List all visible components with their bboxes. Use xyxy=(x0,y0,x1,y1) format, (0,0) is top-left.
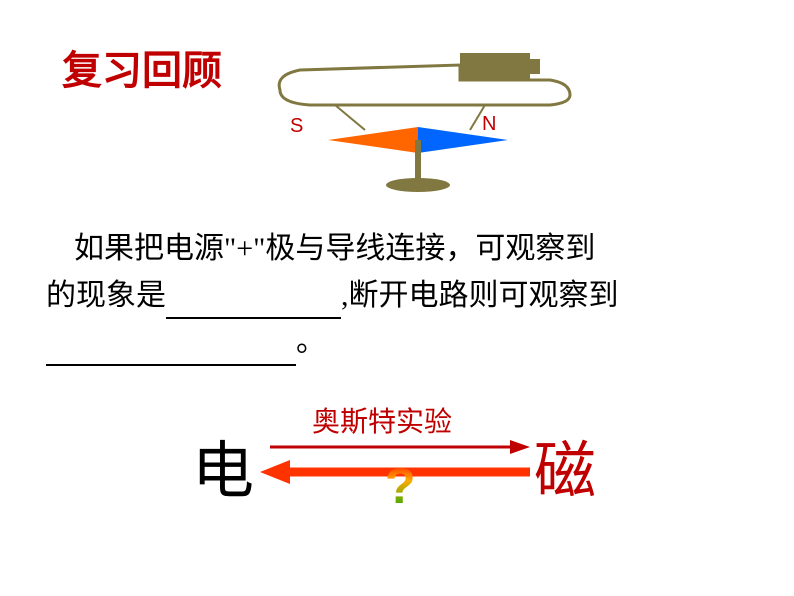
stand-pole xyxy=(415,140,421,182)
plus-sign: + xyxy=(236,232,253,265)
connector-left xyxy=(335,105,365,130)
review-title: 复习回顾 xyxy=(62,38,222,96)
needle-south xyxy=(328,127,418,153)
stand-base xyxy=(386,178,450,192)
quote-open: " xyxy=(224,232,236,265)
oersted-diagram xyxy=(260,45,620,205)
text-line2-mid: ,断开电路则可观察到 xyxy=(341,279,619,312)
period: 。 xyxy=(296,325,326,358)
arrow-bottom-head xyxy=(260,460,290,484)
arrow-top-head xyxy=(510,440,530,454)
char-electricity: 电 xyxy=(192,420,254,510)
question-paragraph: 如果把电源"+"极与导线连接，可观察到 的现象是,断开电路则可观察到 。 xyxy=(46,226,756,366)
quote-close: " xyxy=(253,232,265,265)
blank-2 xyxy=(46,336,296,366)
question-mark: ? xyxy=(380,458,420,540)
text-mid1: 极与导线连接，可观察到 xyxy=(265,232,595,265)
pole-label-s: S xyxy=(290,115,303,138)
svg-text:?: ? xyxy=(385,458,416,514)
char-magnetism: 磁 xyxy=(534,420,596,510)
blank-1 xyxy=(166,289,341,319)
battery-body xyxy=(460,53,530,80)
pole-label-n: N xyxy=(482,113,496,136)
battery-terminal xyxy=(530,59,540,74)
text-line2-prefix: 的现象是 xyxy=(46,279,166,312)
text-prefix: 如果把电源 xyxy=(74,232,224,265)
